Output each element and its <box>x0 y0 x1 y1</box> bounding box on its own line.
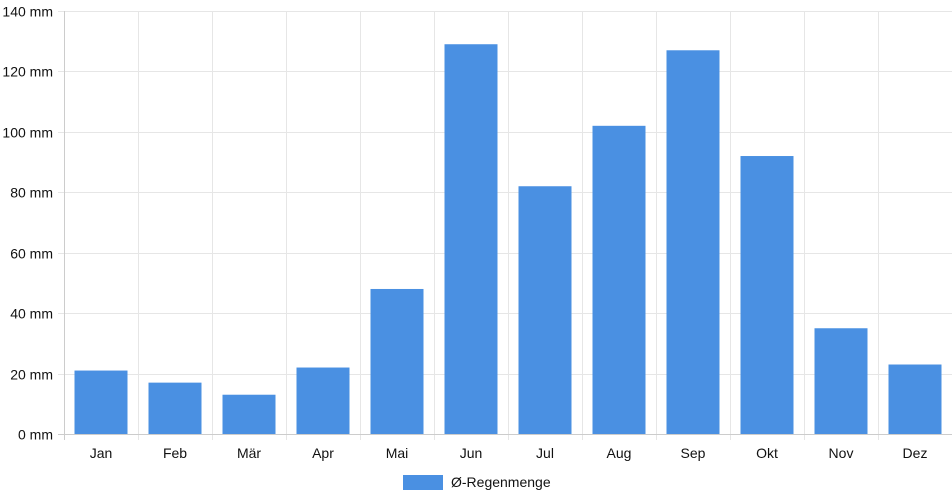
bar-nov[interactable] <box>814 328 868 434</box>
x-tick-label: Jan <box>90 445 113 461</box>
y-tick-label: 40 mm <box>10 306 53 322</box>
bar-mai[interactable] <box>370 288 424 434</box>
y-tick-label: 140 mm <box>2 4 53 20</box>
x-tick-label: Nov <box>829 445 854 461</box>
bar-mär[interactable] <box>222 394 276 434</box>
x-tick-label: Mai <box>386 445 409 461</box>
grid-layer <box>58 11 952 440</box>
x-tick-label: Sep <box>681 445 706 461</box>
y-tick-label: 20 mm <box>10 367 53 383</box>
y-tick-label: 80 mm <box>10 185 53 201</box>
x-tick-label: Dez <box>903 445 928 461</box>
x-tick-label: Feb <box>163 445 187 461</box>
x-tick-label: Okt <box>756 445 778 461</box>
y-tick-label: 60 mm <box>10 246 53 262</box>
x-tick-label: Aug <box>607 445 632 461</box>
x-tick-label: Jun <box>460 445 483 461</box>
bar-sep[interactable] <box>666 50 720 435</box>
bar-jul[interactable] <box>518 186 572 434</box>
bar-dez[interactable] <box>888 364 942 434</box>
x-tick-label: Apr <box>312 445 334 461</box>
bar-apr[interactable] <box>296 367 350 434</box>
x-tick-label: Jul <box>536 445 554 461</box>
x-tick-label: Mär <box>237 445 261 461</box>
bar-aug[interactable] <box>592 125 646 435</box>
legend[interactable]: Ø-Regenmenge <box>403 474 551 490</box>
y-tick-label: 100 mm <box>2 125 53 141</box>
bar-okt[interactable] <box>740 156 794 434</box>
bar-feb[interactable] <box>148 382 202 434</box>
legend-swatch[interactable] <box>403 475 443 490</box>
bar-jan[interactable] <box>74 370 128 434</box>
x-axis-labels: Jan Feb Mär Apr Mai Jun Jul Aug Sep Okt Nov Dez <box>90 445 928 461</box>
y-axis-labels: 0 mm 20 mm 40 mm 60 mm 80 mm 100 mm 120 mm 140 … <box>2 4 53 443</box>
bar-jun[interactable] <box>444 44 498 434</box>
legend-label[interactable]: Ø-Regenmenge <box>451 474 551 490</box>
axis-layer <box>58 11 952 440</box>
bars-layer <box>74 44 942 435</box>
y-tick-label: 120 mm <box>2 64 53 80</box>
y-tick-label: 0 mm <box>18 427 53 443</box>
